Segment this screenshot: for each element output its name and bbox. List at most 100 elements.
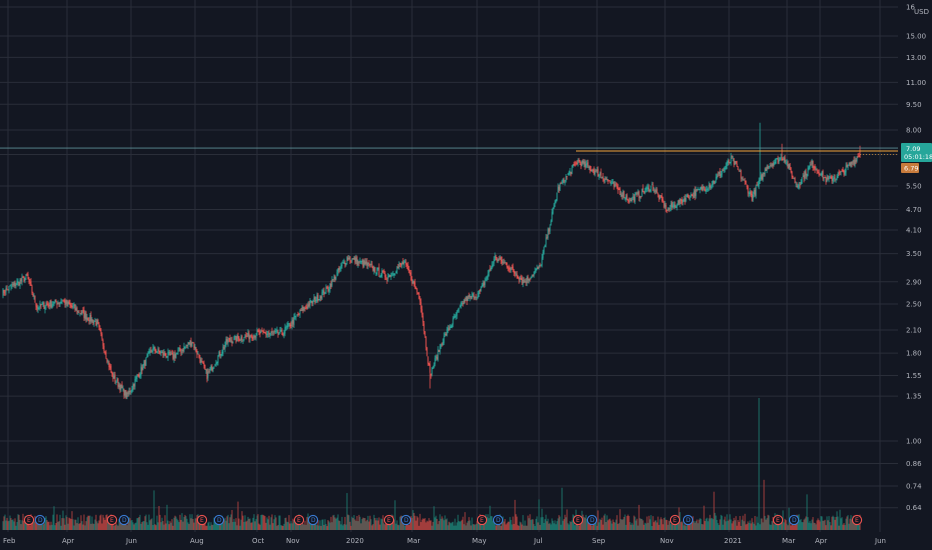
candle-body: [504, 262, 506, 264]
volume-bar: [520, 522, 522, 530]
candle-body: [96, 319, 98, 325]
volume-bar: [495, 525, 497, 530]
volume-bar: [488, 518, 490, 530]
event-marker-label: D: [792, 517, 797, 524]
candle-body: [130, 390, 132, 392]
volume-bar: [452, 521, 454, 530]
candle-body: [638, 191, 640, 198]
candle-body: [23, 276, 25, 282]
candle-body: [655, 190, 657, 193]
volume-bar: [662, 524, 664, 530]
x-tick-label: Apr: [815, 537, 827, 545]
volume-bar: [522, 515, 524, 530]
candle-body: [393, 274, 395, 275]
volume-bar: [692, 516, 694, 530]
volume-bar: [317, 520, 319, 530]
candle-body: [821, 171, 823, 175]
candle-body: [287, 323, 289, 328]
volume-bar: [351, 516, 353, 530]
volume-bar: [849, 518, 851, 530]
candle-body: [210, 365, 212, 370]
volume-bar: [43, 523, 45, 530]
volume-bar: [42, 524, 44, 530]
candle-body: [850, 161, 852, 167]
volume-bar: [185, 516, 187, 530]
candle-body: [338, 267, 340, 271]
candle-body: [49, 300, 51, 307]
volume-bar: [375, 520, 377, 530]
volume-bar: [486, 517, 488, 530]
volume-bar: [819, 521, 821, 530]
volume-bar: [13, 521, 15, 530]
volume-bar: [837, 516, 839, 530]
event-marker-dividend: [788, 514, 800, 526]
event-marker-label: E: [297, 517, 301, 524]
volume-bar: [66, 517, 68, 530]
volume-bar: [731, 523, 733, 530]
volume-bar: [444, 515, 446, 530]
volume-bar: [787, 525, 789, 530]
volume-bar: [191, 514, 193, 530]
volume-bar: [341, 516, 343, 530]
volume-bar: [633, 515, 635, 530]
candle-body: [220, 354, 222, 356]
volume-bar: [657, 516, 659, 530]
volume-bar: [707, 521, 709, 530]
time-axis[interactable]: Feb Apr Jun Aug Oct Nov 2020 Mar May Jul Sep Nov 202…: [3, 537, 886, 545]
volume-bar: [737, 520, 739, 530]
volume-bar: [251, 522, 253, 530]
volume-bar: [793, 525, 795, 530]
candle-body: [668, 208, 670, 210]
volume-bar: [99, 515, 101, 530]
candle-body: [764, 168, 766, 175]
volume-bar: [224, 517, 226, 530]
volume-bar: [560, 524, 562, 530]
candle-body: [191, 342, 193, 347]
volume-bar: [538, 499, 540, 530]
volume-bar: [773, 524, 775, 530]
volume-bar: [139, 514, 141, 530]
volume-bar: [281, 525, 283, 530]
volume-bar: [74, 519, 76, 530]
volume-bar: [234, 521, 236, 530]
candle-body: [658, 195, 660, 200]
candle-body: [577, 160, 579, 164]
volume-bar: [506, 523, 508, 530]
candle-body: [527, 277, 529, 280]
candle-body: [25, 274, 27, 277]
candle-body: [615, 183, 617, 185]
candle-body: [139, 374, 141, 377]
volume-bar: [497, 521, 499, 530]
volume-bar: [352, 518, 354, 530]
volume-bar: [752, 522, 754, 530]
candle-body: [270, 331, 272, 333]
volume-bar: [616, 515, 618, 530]
candle-body: [581, 160, 583, 166]
volume-bar: [702, 524, 704, 530]
candle-body: [453, 316, 455, 319]
candle-body: [756, 184, 758, 186]
candle-body: [192, 342, 194, 344]
candle-body: [841, 170, 843, 172]
volume-bar: [71, 511, 73, 530]
horizontal-lines[interactable]: [0, 147, 898, 155]
candle-body: [356, 256, 358, 265]
volume-bar: [487, 514, 489, 530]
volume-bar: [150, 519, 152, 530]
candle-body: [415, 287, 417, 289]
candle-body: [151, 350, 153, 353]
volume-bar: [803, 519, 805, 530]
event-marker-label: D: [122, 517, 127, 524]
candle-body: [703, 186, 705, 189]
price-axis[interactable]: 1615.0013.0011.009.508.006.795.504.704.1…: [906, 4, 926, 513]
volume-bar: [767, 514, 769, 530]
candle-body: [838, 172, 840, 174]
candle-body: [12, 284, 14, 285]
volume-bar: [342, 525, 344, 530]
volume-bar: [233, 518, 235, 530]
event-marker-label: E: [387, 517, 391, 524]
volume-bar: [16, 522, 18, 530]
candle-body: [818, 172, 820, 175]
